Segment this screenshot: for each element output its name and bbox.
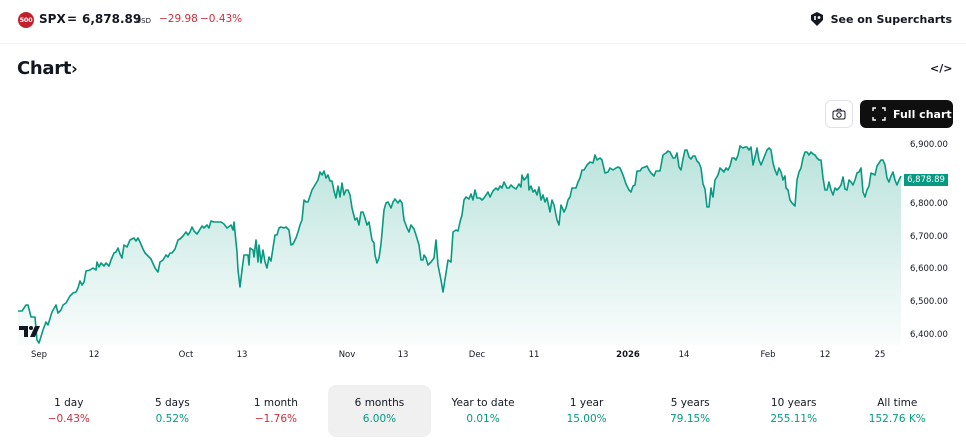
x-tick-label: Dec	[468, 350, 486, 360]
tab-1-month[interactable]: 1 month −1.76%	[224, 385, 328, 437]
period-label: 5 years	[670, 397, 710, 409]
period-change: 79.15%	[670, 413, 711, 425]
x-tick-label: 14	[678, 350, 690, 360]
x-tick-label: 12	[88, 350, 100, 360]
period-label: 1 day	[54, 397, 84, 409]
period-change: 15.00%	[566, 413, 607, 425]
snapshot-button[interactable]	[825, 100, 853, 128]
tab-10-years[interactable]: 10 years 255.11%	[742, 385, 846, 437]
separator: =	[67, 12, 78, 26]
last-price: 6,878.89	[82, 12, 142, 26]
area-fill	[18, 146, 901, 345]
currency: USD	[136, 17, 151, 25]
tab-all-time[interactable]: All time 152.76 K%	[846, 385, 950, 437]
period-label: 10 years	[770, 397, 817, 409]
period-change: 255.11%	[770, 413, 818, 425]
x-tick-label: Nov	[338, 350, 356, 360]
y-tick-label: 6,900.00	[910, 140, 948, 150]
y-tick-label: 6,800.00	[910, 199, 948, 209]
price-area-chart[interactable]	[0, 135, 905, 347]
x-tick-label: Feb	[760, 350, 776, 360]
x-tick-label: Sep	[30, 350, 48, 360]
y-tick-label: 6,700.00	[910, 232, 948, 242]
x-tick-label: 2026	[616, 350, 640, 360]
period-change: −1.76%	[254, 413, 297, 425]
chevron-right-icon: ›	[71, 59, 78, 78]
tradingview-supercharts-icon	[810, 12, 823, 26]
symbol-header: 500 SPX = 6,878.89 USD −29.98 −0.43% See…	[0, 0, 966, 44]
period-change: 0.01%	[466, 413, 500, 425]
tab-5-days[interactable]: 5 days 0.52%	[121, 385, 225, 437]
fullscreen-icon	[872, 107, 886, 121]
full-chart-label: Full chart	[893, 107, 952, 121]
x-tick-label: 13	[397, 350, 409, 360]
period-change: 6.00%	[362, 413, 397, 425]
tab-1-day[interactable]: 1 day −0.43%	[17, 385, 121, 437]
x-tick-label: 12	[819, 350, 831, 360]
period-change: 152.76 K%	[868, 413, 926, 425]
y-tick-label: 6,600.00	[910, 264, 948, 274]
chart-section-title[interactable]: Chart›	[17, 58, 78, 79]
period-change: −0.43%	[47, 413, 90, 425]
period-label: All time	[877, 397, 918, 409]
y-tick-label: 6,400.00	[910, 330, 948, 340]
last-price-tag: 6,878.89	[904, 174, 948, 186]
symbol-name[interactable]: SPX	[39, 12, 66, 26]
period-label: 5 days	[154, 397, 190, 409]
period-label: Year to date	[451, 397, 515, 409]
price-change: −29.98	[159, 13, 198, 25]
period-label: 1 year	[569, 397, 604, 409]
chart-title-text: Chart	[17, 58, 72, 79]
full-chart-button[interactable]: Full chart	[860, 100, 953, 128]
embed-code-icon[interactable]: </>	[930, 62, 953, 75]
tab-year-to-date[interactable]: Year to date 0.01%	[431, 385, 535, 437]
price-line	[18, 145, 902, 344]
period-label: 1 month	[253, 397, 298, 409]
tab-1-year[interactable]: 1 year 15.00%	[535, 385, 639, 437]
sp500-logo-icon: 500	[18, 12, 34, 28]
y-tick-label: 6,500.00	[910, 297, 948, 307]
period-change: 0.52%	[155, 413, 190, 425]
tab-5-years[interactable]: 5 years 79.15%	[638, 385, 742, 437]
see-on-supercharts-link[interactable]: See on Supercharts	[809, 11, 952, 27]
x-tick-label: 11	[528, 350, 540, 360]
x-tick-label: 13	[236, 350, 248, 360]
period-tabs: 1 day −0.43% 5 days 0.52% 1 month −1.76%…	[17, 385, 949, 437]
camera-icon	[832, 108, 846, 120]
period-label: 6 months	[354, 397, 405, 409]
supercharts-label: See on Supercharts	[830, 12, 952, 26]
price-change-percent: −0.43%	[200, 13, 243, 25]
x-tick-label: 25	[874, 350, 886, 360]
x-tick-label: Oct	[178, 350, 194, 360]
tab-6-months[interactable]: 6 months 6.00%	[327, 385, 432, 437]
tradingview-logo-icon[interactable]	[19, 326, 41, 338]
